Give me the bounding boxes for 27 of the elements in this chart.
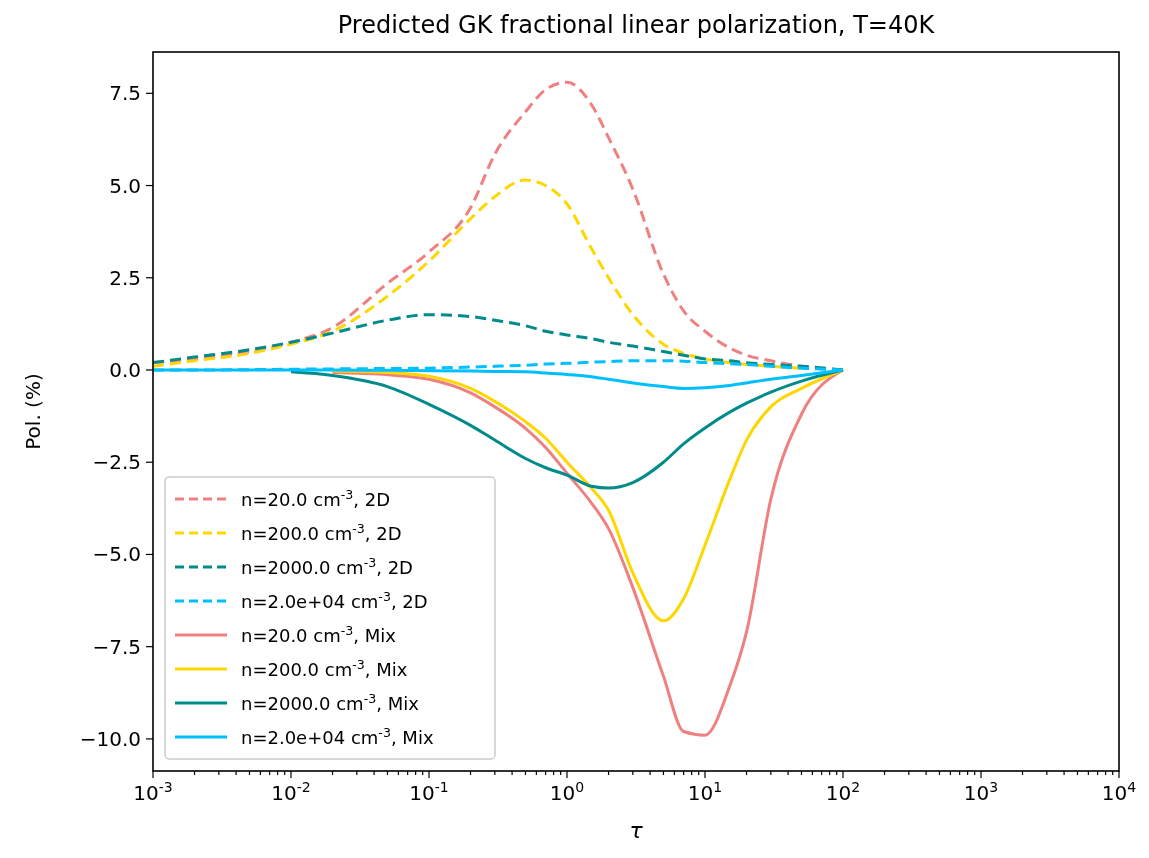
- y-tick-label: 5.0: [109, 173, 141, 198]
- y-tick-label: −5.0: [92, 542, 141, 567]
- x-tick-label: 10$^{2}$: [825, 779, 861, 805]
- x-tick-label: 10$^{-3}$: [133, 779, 173, 805]
- chart-title: Predicted GK fractional linear polarization, T=40K: [337, 11, 936, 39]
- y-tick-label: −2.5: [92, 450, 141, 475]
- y-tick-label: 0.0: [109, 358, 141, 382]
- legend-label: n=2.0e+04 cm$^{-3}$, 2D: [241, 588, 428, 612]
- legend-label: n=2.0e+04 cm$^{-3}$, Mix: [241, 724, 434, 748]
- legend-label: n=200.0 cm$^{-3}$, 2D: [241, 520, 402, 544]
- legend-label: n=2000.0 cm$^{-3}$, Mix: [241, 690, 420, 714]
- x-tick-label: 10$^{4}$: [1101, 779, 1137, 805]
- x-axis-title: τ: [629, 818, 644, 843]
- legend-label: n=200.0 cm$^{-3}$, Mix: [241, 656, 408, 680]
- x-tick-label: 10$^{-2}$: [271, 779, 311, 805]
- legend-label: n=20.0 cm$^{-3}$, Mix: [241, 622, 397, 646]
- legend-label: n=2000.0 cm$^{-3}$, 2D: [241, 554, 413, 578]
- y-tick-label: 7.5: [109, 81, 141, 106]
- x-tick-label: 10$^{1}$: [687, 779, 723, 805]
- y-tick-label: −10.0: [79, 726, 141, 751]
- y-axis-title: Pol. (%): [21, 373, 45, 450]
- legend-label: n=20.0 cm$^{-3}$, 2D: [241, 486, 391, 510]
- x-tick-label: 10$^{-1}$: [409, 779, 449, 805]
- x-tick-label: 10$^{3}$: [963, 779, 999, 805]
- x-tick-label: 10$^{0}$: [549, 779, 585, 805]
- y-tick-label: 2.5: [109, 265, 141, 290]
- y-tick-label: −7.5: [92, 634, 141, 659]
